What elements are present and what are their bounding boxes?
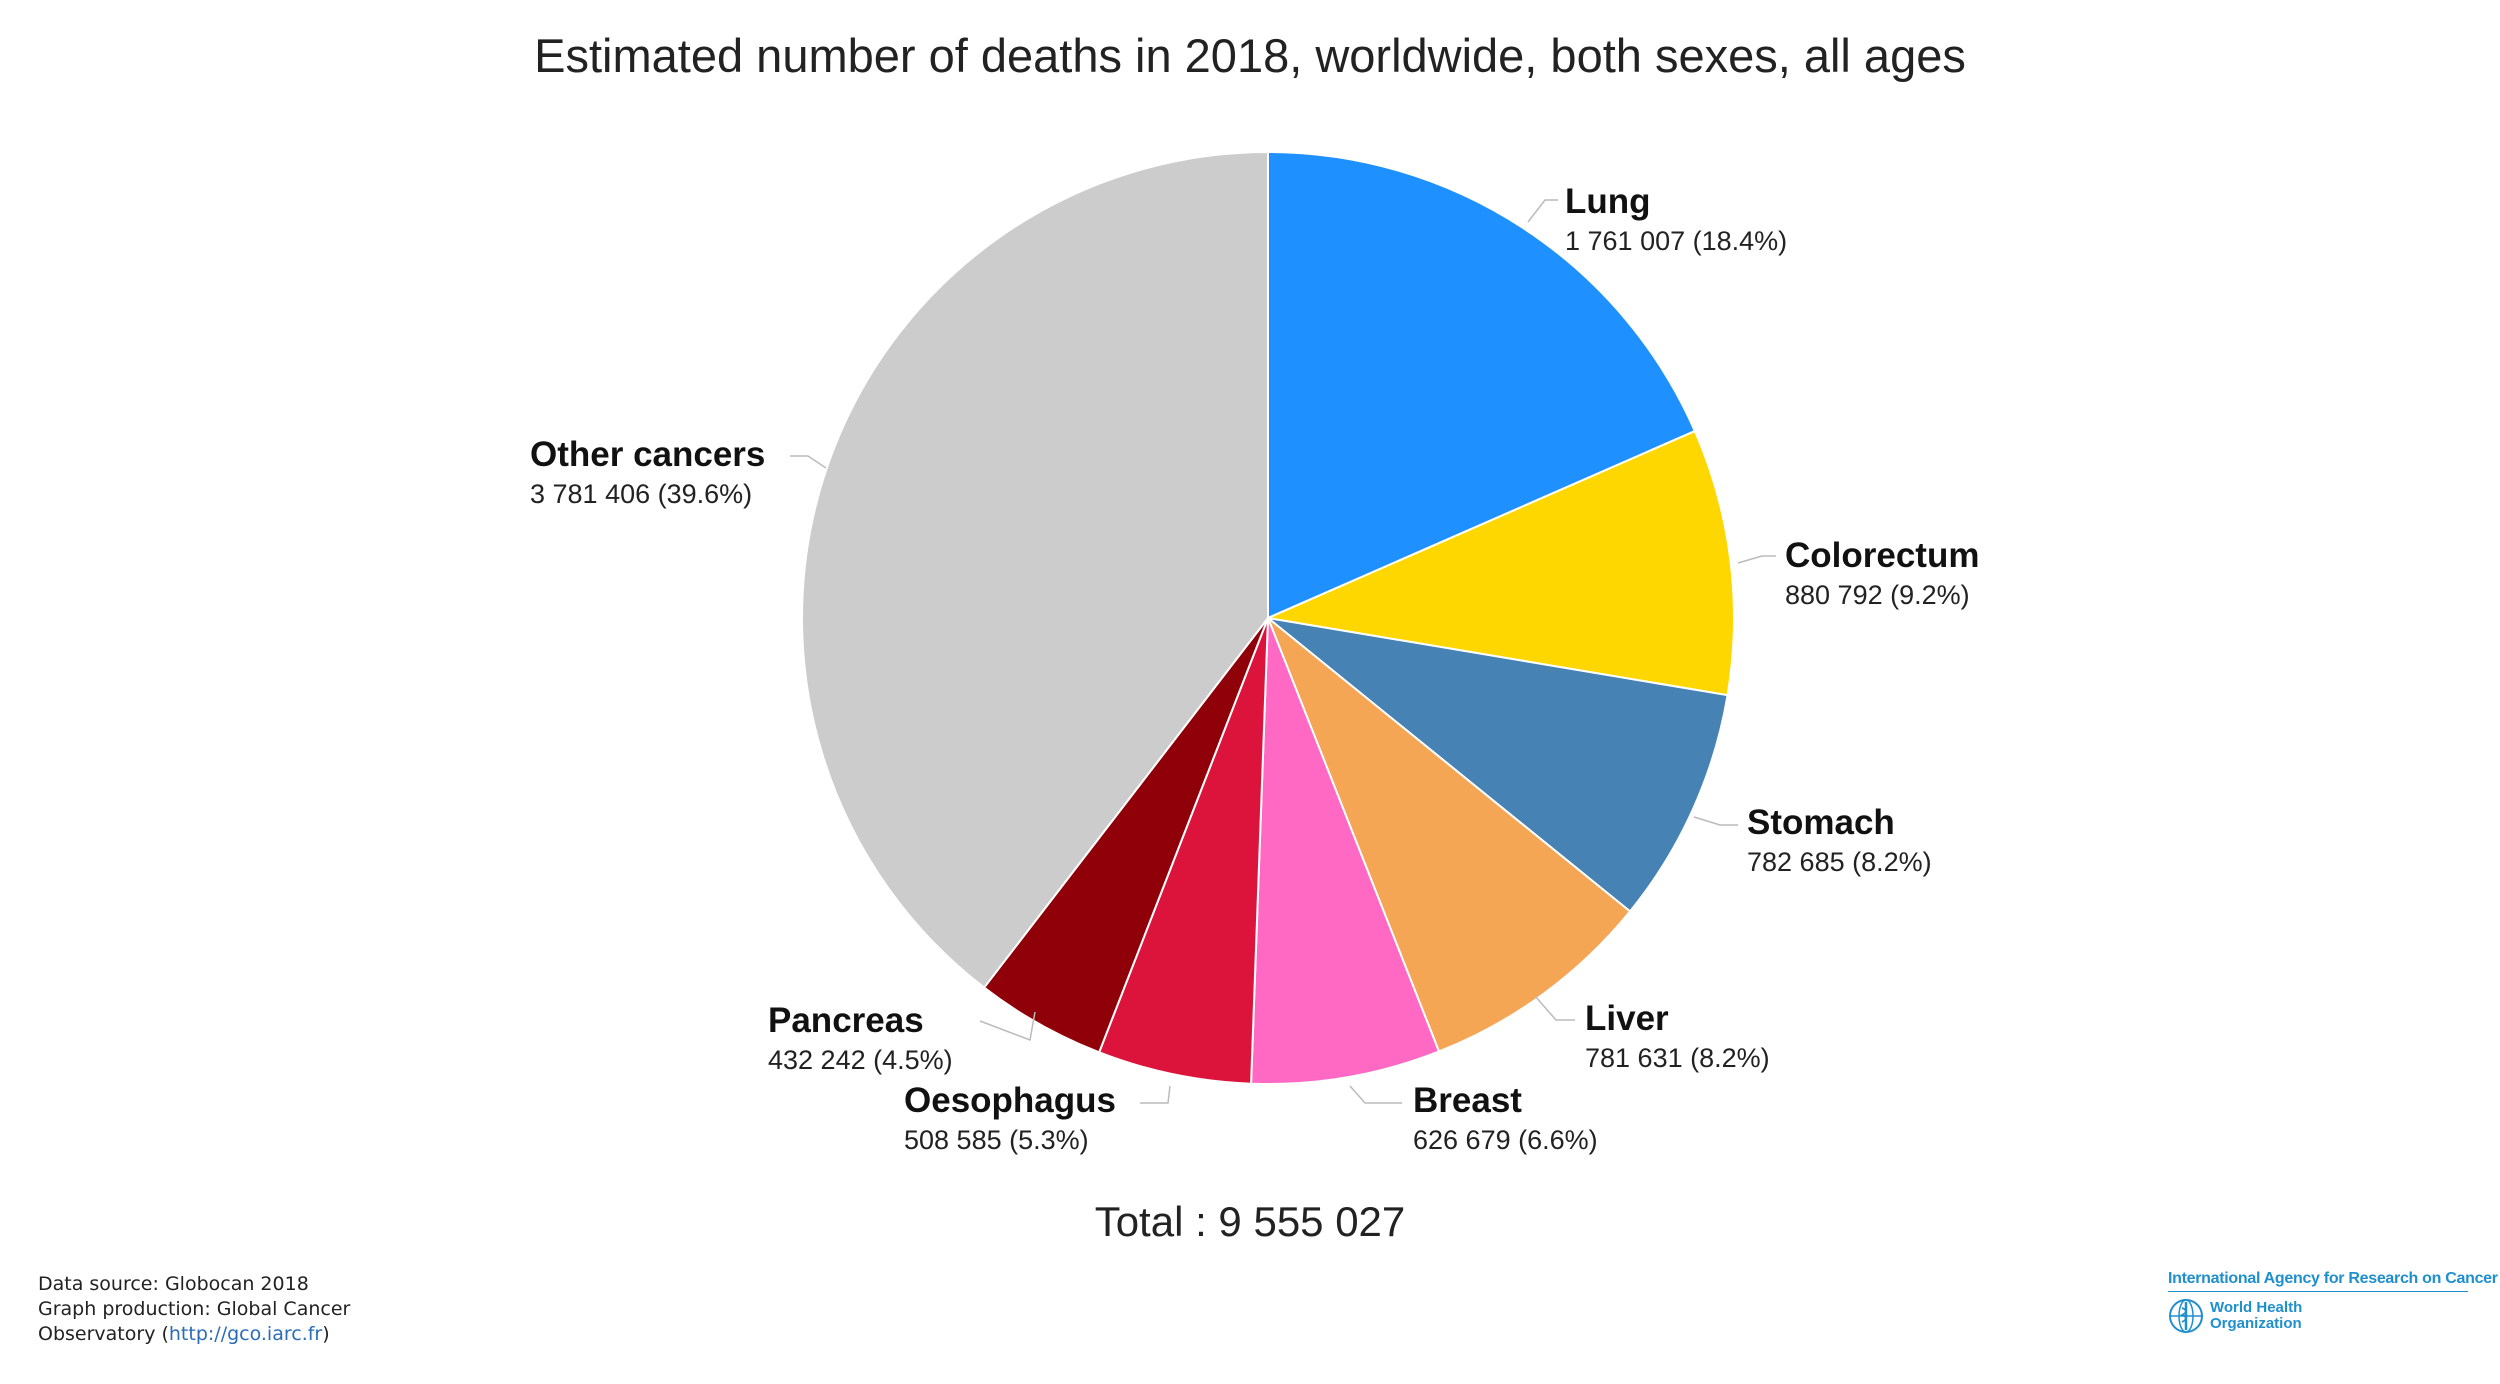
leader-line-breast <box>1349 1085 1402 1104</box>
slice-label-liver: Liver <box>1585 999 1669 1038</box>
slice-label-breast: Breast <box>1413 1081 1522 1120</box>
leader-line-lung <box>1527 199 1558 223</box>
iarc-rule <box>2168 1291 2468 1292</box>
slice-value-breast: 626 679 (6.6%) <box>1413 1125 1598 1155</box>
leader-line-stomach <box>1693 816 1738 826</box>
slice-label-colorectum: Colorectum <box>1785 536 1979 575</box>
observatory-prefix: Observatory ( <box>38 1323 169 1345</box>
observatory-suffix: ) <box>322 1323 330 1345</box>
slice-label-pancreas: Pancreas <box>768 1001 924 1040</box>
who-logo-text: World Health Organization <box>2210 1300 2302 1332</box>
who-logo: World Health Organization <box>2168 1298 2468 1334</box>
graph-production-text: Graph production: Global Cancer <box>38 1298 351 1320</box>
slice-value-liver: 781 631 (8.2%) <box>1585 1043 1770 1073</box>
observatory-text: Observatory (http://gco.iarc.fr) <box>38 1322 350 1347</box>
slice-label-lung: Lung <box>1565 182 1651 221</box>
leader-line-other-cancers <box>790 455 827 469</box>
slice-label-oesophagus: Oesophagus <box>904 1081 1116 1120</box>
pie-slice-stomach <box>1264 616 1729 913</box>
gco-link[interactable]: http://gco.iarc.fr <box>168 1323 323 1345</box>
pie-slice-other-cancers <box>801 150 1269 989</box>
slice-label-stomach: Stomach <box>1747 803 1895 842</box>
who-line2: Organization <box>2210 1315 2302 1332</box>
pie-slice-breast <box>1250 617 1441 1085</box>
slice-value-stomach: 782 685 (8.2%) <box>1747 847 1932 877</box>
pie-slice-oesophagus <box>1097 617 1269 1085</box>
footer-credits: Data source: Globocan 2018 Graph product… <box>38 1272 350 1347</box>
slice-label-other-cancers: Other cancers <box>530 435 765 474</box>
logos: International Agency for Research on Can… <box>2168 1270 2498 1334</box>
leader-line-liver <box>1534 995 1575 1021</box>
slice-value-oesophagus: 508 585 (5.3%) <box>904 1125 1089 1155</box>
who-line1: World Health <box>2210 1299 2303 1316</box>
slice-value-colorectum: 880 792 (9.2%) <box>1785 580 1970 610</box>
pie-slice-colorectum <box>1264 429 1735 697</box>
leader-line-colorectum <box>1737 555 1776 564</box>
leader-line-pancreas <box>979 1011 1036 1042</box>
slice-value-pancreas: 432 242 (4.5%) <box>768 1045 953 1075</box>
who-emblem-icon <box>2169 1299 2203 1333</box>
slice-value-other-cancers: 3 781 406 (39.6%) <box>530 479 752 509</box>
leader-line-oesophagus <box>1140 1085 1171 1104</box>
pie-slice-lung <box>1267 150 1697 620</box>
total-label: Total : 9 555 027 <box>1094 1198 1406 1245</box>
data-source-text: Data source: Globocan 2018 <box>38 1273 309 1295</box>
pie-slice-liver <box>1265 614 1632 1053</box>
slice-value-lung: 1 761 007 (18.4%) <box>1565 226 1787 256</box>
iarc-logo-text: International Agency for Research on Can… <box>2168 1270 2498 1287</box>
chart-title: Estimated number of deaths in 2018, worl… <box>534 29 1966 82</box>
